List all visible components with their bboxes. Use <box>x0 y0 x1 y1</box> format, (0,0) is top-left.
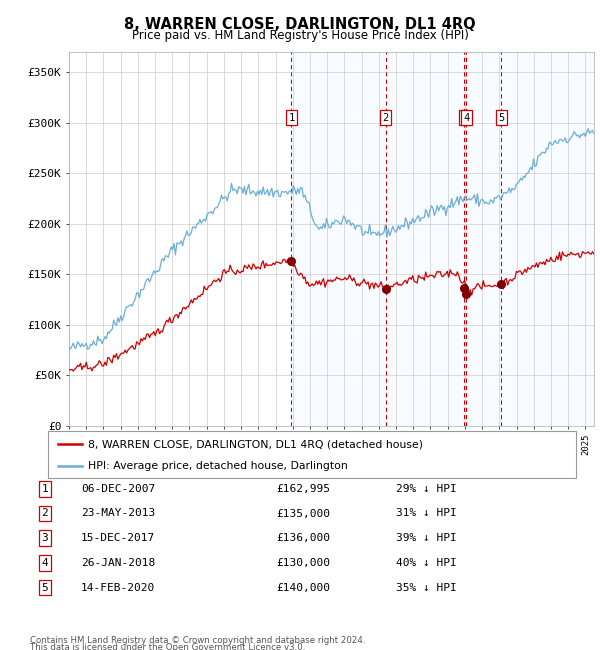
Text: £135,000: £135,000 <box>276 508 330 519</box>
Text: 35% ↓ HPI: 35% ↓ HPI <box>396 582 457 593</box>
Text: £136,000: £136,000 <box>276 533 330 543</box>
Text: £130,000: £130,000 <box>276 558 330 568</box>
Text: 3: 3 <box>461 112 467 123</box>
Text: Price paid vs. HM Land Registry's House Price Index (HPI): Price paid vs. HM Land Registry's House … <box>131 29 469 42</box>
Text: 31% ↓ HPI: 31% ↓ HPI <box>396 508 457 519</box>
Text: 39% ↓ HPI: 39% ↓ HPI <box>396 533 457 543</box>
Bar <box>292 52 594 426</box>
Text: 06-DEC-2007: 06-DEC-2007 <box>81 484 155 494</box>
Text: 14-FEB-2020: 14-FEB-2020 <box>81 582 155 593</box>
Text: £162,995: £162,995 <box>276 484 330 494</box>
Text: 29% ↓ HPI: 29% ↓ HPI <box>396 484 457 494</box>
Text: 4: 4 <box>463 112 469 123</box>
Text: 26-JAN-2018: 26-JAN-2018 <box>81 558 155 568</box>
Text: 4: 4 <box>41 558 49 568</box>
Text: 2: 2 <box>41 508 49 519</box>
Text: 5: 5 <box>498 112 505 123</box>
Text: This data is licensed under the Open Government Licence v3.0.: This data is licensed under the Open Gov… <box>30 644 305 650</box>
Text: 1: 1 <box>288 112 295 123</box>
Text: Contains HM Land Registry data © Crown copyright and database right 2024.: Contains HM Land Registry data © Crown c… <box>30 636 365 645</box>
Text: 2: 2 <box>382 112 389 123</box>
Text: HPI: Average price, detached house, Darlington: HPI: Average price, detached house, Darl… <box>88 461 347 471</box>
Text: 40% ↓ HPI: 40% ↓ HPI <box>396 558 457 568</box>
Text: 15-DEC-2017: 15-DEC-2017 <box>81 533 155 543</box>
Text: 3: 3 <box>41 533 49 543</box>
Text: 1: 1 <box>41 484 49 494</box>
Text: 5: 5 <box>41 582 49 593</box>
Text: 23-MAY-2013: 23-MAY-2013 <box>81 508 155 519</box>
Text: £140,000: £140,000 <box>276 582 330 593</box>
Text: 8, WARREN CLOSE, DARLINGTON, DL1 4RQ: 8, WARREN CLOSE, DARLINGTON, DL1 4RQ <box>124 17 476 32</box>
Text: 8, WARREN CLOSE, DARLINGTON, DL1 4RQ (detached house): 8, WARREN CLOSE, DARLINGTON, DL1 4RQ (de… <box>88 439 422 449</box>
